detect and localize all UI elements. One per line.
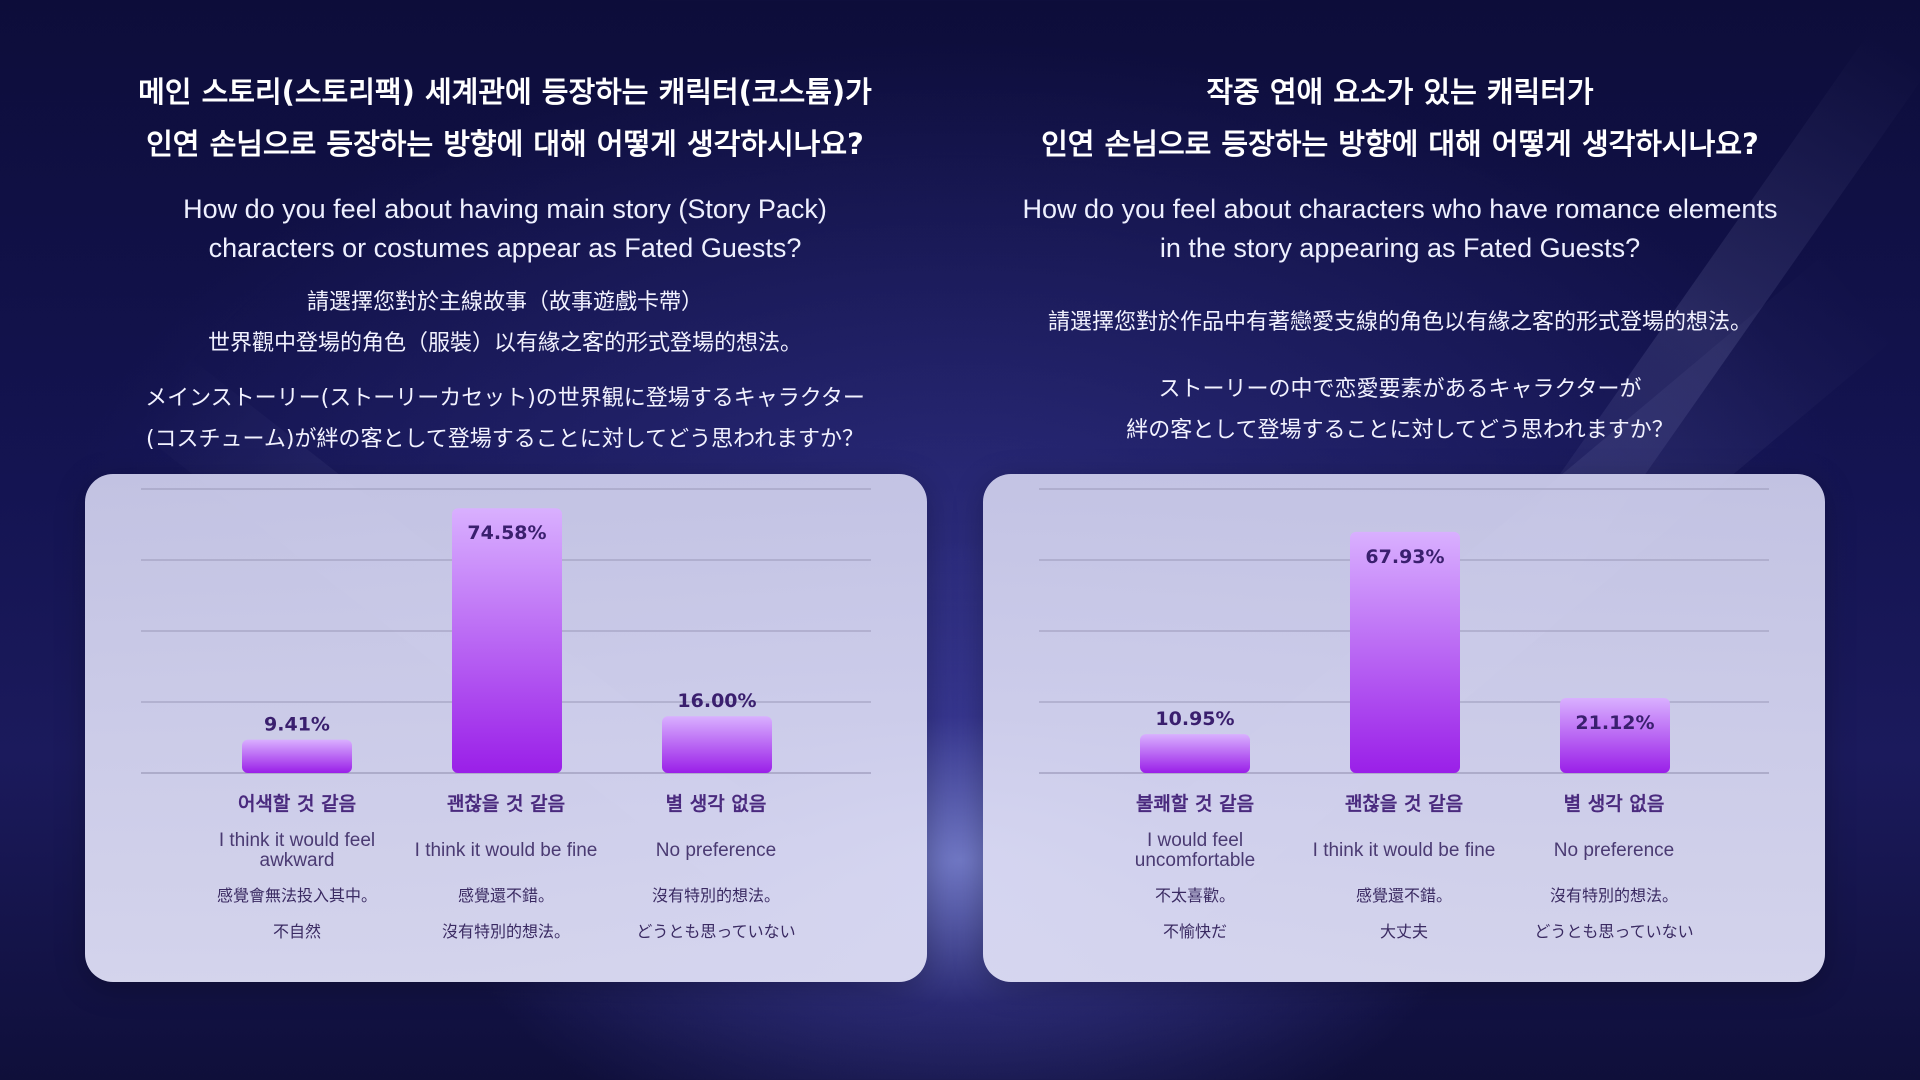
category-zh: 感覺還不錯。 <box>1355 886 1452 905</box>
category-zh: 不太喜歡。 <box>1154 886 1235 905</box>
category-en: No preference <box>1553 840 1675 861</box>
category-ko: 괜찮을 것 같음 <box>1344 793 1464 815</box>
category-zh: 感覺還不錯。 <box>457 886 554 905</box>
category-zh: 感覺會無法投入其中。 <box>216 886 377 905</box>
category-ko: 괜찮을 것 같음 <box>446 793 566 815</box>
category-zh: 沒有特別的想法。 <box>1549 886 1678 905</box>
right-question-header: 작중 연애 요소가 있는 캐릭터가 인연 손님으로 등장하는 방향에 대해 어떻… <box>960 66 1840 451</box>
category-label: 어색할 것 같음 I think it would feel awkward 感… <box>192 792 402 942</box>
left-question-ja-line2: (コスチューム)が絆の客として登場することに対してどう思われますか？ <box>145 427 865 452</box>
category-zh: 沒有特別的想法。 <box>651 886 780 905</box>
left-title-ko-line2: 인연 손님으로 등장하는 방향에 대해 어떻게 생각하시나요? <box>146 127 864 161</box>
right-question-zh: 請選擇您對於作品中有著戀愛支線的角色以有緣之客的形式登場的想法。 <box>960 302 1840 343</box>
left-question-zh: 請選擇您對於主線故事（故事遊戲卡帶） 世界觀中登場的角色（服裝）以有緣之客的形式… <box>65 282 945 364</box>
bar-value-label: 21.12% <box>1575 712 1654 734</box>
right-question-en: How do you feel about characters who hav… <box>960 190 1840 268</box>
category-label: 별 생각 없음 No preference 沒有特別的想法。 どうとも思っていな… <box>1509 792 1719 942</box>
category-ja: 大丈夫 <box>1379 922 1428 941</box>
right-question-en-line2: in the story appearing as Fated Guests? <box>1159 233 1641 263</box>
category-label: 별 생각 없음 No preference 沒有特別的想法。 どうとも思っていな… <box>611 792 821 942</box>
bar <box>452 508 562 773</box>
category-ja: 不愉快だ <box>1162 922 1227 941</box>
left-question-en-line2: characters or costumes appear as Fated G… <box>208 233 802 263</box>
bar <box>1140 734 1250 773</box>
left-title-ko-line1: 메인 스토리(스토리팩) 세계관에 등장하는 캐릭터(코스튬)가 <box>138 75 872 109</box>
left-question-zh-line2: 世界觀中登場的角色（服裝）以有緣之客的形式登場的想法。 <box>207 331 802 356</box>
left-chart-card: 9.41% 74.58% 16.00% 어색할 것 같음 I think it wo… <box>85 474 927 982</box>
bar <box>1350 531 1460 773</box>
right-question-ja-line2: 絆の客として登場することに対してどう思われますか？ <box>1126 418 1674 443</box>
right-question-zh-line1: 請選擇您對於作品中有著戀愛支線的角色以有緣之客的形式登場的想法。 <box>1047 310 1752 335</box>
category-ko: 불쾌할 것 같음 <box>1135 793 1255 815</box>
bar <box>662 716 772 773</box>
left-question-ja-line1: メインストーリー(ストーリーカセット)の世界観に登場するキャラクター <box>145 386 865 411</box>
left-question-en-line1: How do you feel about having main story … <box>183 194 827 224</box>
category-en: I think it would feel awkward <box>218 830 376 871</box>
category-ja: 沒有特別的想法。 <box>441 922 570 941</box>
bar-value-label: 16.00% <box>677 690 756 712</box>
category-ko: 별 생각 없음 <box>1563 793 1665 815</box>
bar-value-label: 74.58% <box>467 522 546 544</box>
right-bar-chart: 10.95% 67.93% 21.12% <box>1039 488 1769 774</box>
category-ja: 不自然 <box>272 922 321 941</box>
bar-value-label: 10.95% <box>1155 708 1234 730</box>
left-question-header: 메인 스토리(스토리팩) 세계관에 등장하는 캐릭터(코스튬)가 인연 손님으로… <box>65 66 945 460</box>
category-en: I think it would be fine <box>414 840 598 861</box>
category-ja: どうとも思っていない <box>1534 922 1694 941</box>
category-label: 괜찮을 것 같음 I think it would be fine 感覺還不錯。… <box>401 792 611 942</box>
right-title-ko-line2: 인연 손님으로 등장하는 방향에 대해 어떻게 생각하시나요? <box>1041 127 1759 161</box>
right-question-en-line1: How do you feel about characters who hav… <box>1022 194 1778 224</box>
category-en: I think it would be fine <box>1312 840 1496 861</box>
bar <box>242 739 352 773</box>
right-title-ko-line1: 작중 연애 요소가 있는 캐릭터가 <box>1206 75 1594 109</box>
bar <box>1560 698 1670 773</box>
left-question-en: How do you feel about having main story … <box>65 190 945 268</box>
category-label: 불쾌할 것 같음 I would feel uncomfortable 不太喜歡… <box>1090 792 1300 942</box>
category-ko: 어색할 것 같음 <box>237 793 357 815</box>
right-question-ja-line1: ストーリーの中で恋愛要素があるキャラクターが <box>1158 377 1642 402</box>
right-question-ja: ストーリーの中で恋愛要素があるキャラクターが 絆の客として登場することに対してど… <box>960 369 1840 451</box>
category-ja: どうとも思っていない <box>636 922 796 941</box>
category-en: I would feel uncomfortable <box>1134 830 1256 871</box>
category-en: No preference <box>655 840 777 861</box>
bar-value-label: 9.41% <box>264 714 330 736</box>
bar-value-label: 67.93% <box>1365 546 1444 568</box>
left-question-zh-line1: 請選擇您對於主線故事（故事遊戲卡帶） <box>306 290 703 315</box>
right-chart-card: 10.95% 67.93% 21.12% 불쾌할 것 같음 I would feel… <box>983 474 1825 982</box>
left-question-ja: メインストーリー(ストーリーカセット)の世界観に登場するキャラクター (コスチュ… <box>65 378 945 460</box>
category-ko: 별 생각 없음 <box>665 793 767 815</box>
category-label: 괜찮을 것 같음 I think it would be fine 感覺還不錯。… <box>1299 792 1509 942</box>
left-bar-chart: 9.41% 74.58% 16.00% <box>141 488 871 774</box>
